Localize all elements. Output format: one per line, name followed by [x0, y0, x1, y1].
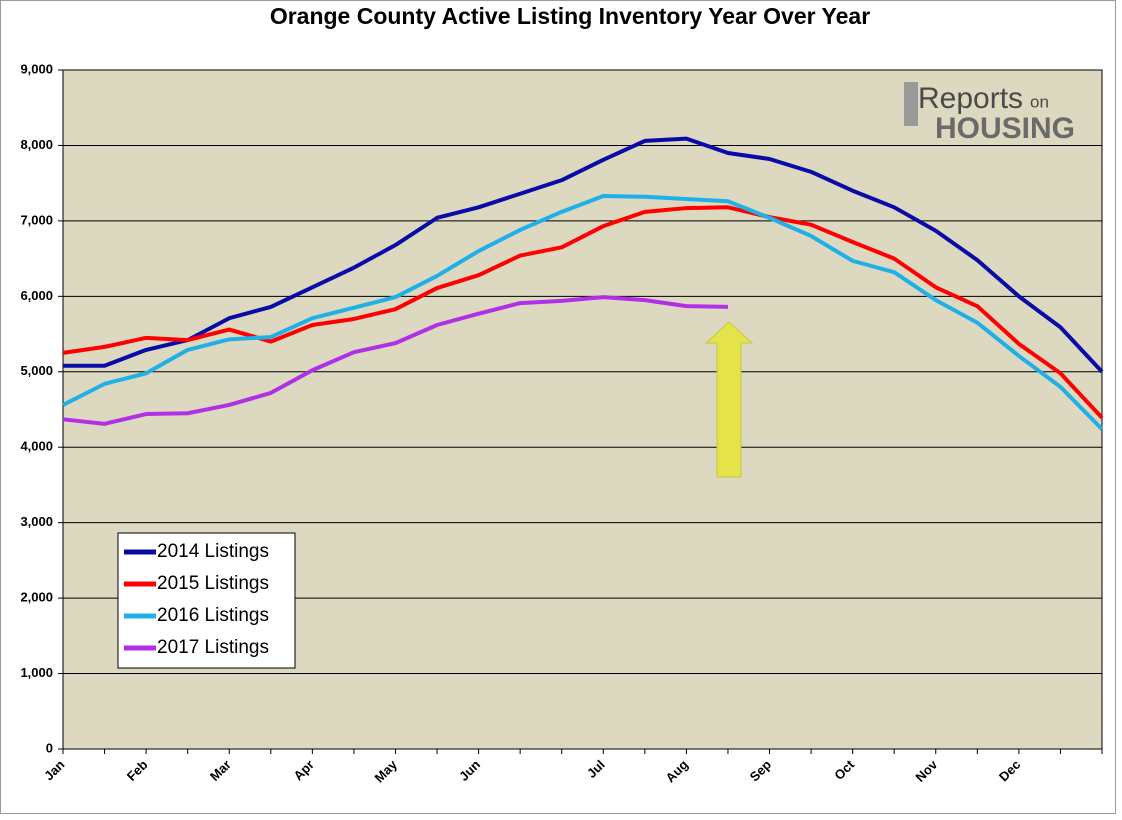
legend-label: 2015 Listings	[157, 573, 269, 594]
series-line	[62, 295, 728, 426]
legend: 2014 Listings 2015 Listings 2016 Listings 2…	[117, 532, 296, 669]
lines	[62, 136, 1104, 431]
series-line	[62, 205, 1104, 420]
series-line	[63, 136, 1104, 374]
arrow	[704, 321, 754, 478]
chart-title: Orange County Active Listing Inventory Y…	[270, 3, 870, 29]
y-tick-label: 9,000	[20, 61, 53, 76]
y-tick-label: 2,000	[20, 590, 53, 605]
legend-label: 2017 Listings	[157, 637, 269, 658]
grid	[63, 69, 1102, 750]
y-tick-label: 3,000	[20, 514, 53, 529]
logo: Reports on HOUSING	[904, 82, 1075, 145]
y-tick-label: 5,000	[20, 363, 53, 378]
logo-text: Reports	[918, 82, 1023, 115]
logo-icon	[904, 82, 918, 126]
logo-text: HOUSING	[935, 112, 1075, 145]
legend-label: 2014 Listings	[157, 541, 269, 562]
y-tick-label: 6,000	[20, 288, 53, 303]
y-tick-label: 7,000	[20, 212, 53, 227]
logo-text: on	[1030, 92, 1049, 111]
y-tick-label: 8,000	[20, 137, 53, 152]
y-tick-label: 4,000	[20, 439, 53, 454]
legend-label: 2016 Listings	[157, 605, 269, 626]
y-tick-label: 0	[46, 740, 53, 755]
y-tick-label: 1,000	[20, 665, 53, 680]
series-line	[62, 193, 1104, 431]
